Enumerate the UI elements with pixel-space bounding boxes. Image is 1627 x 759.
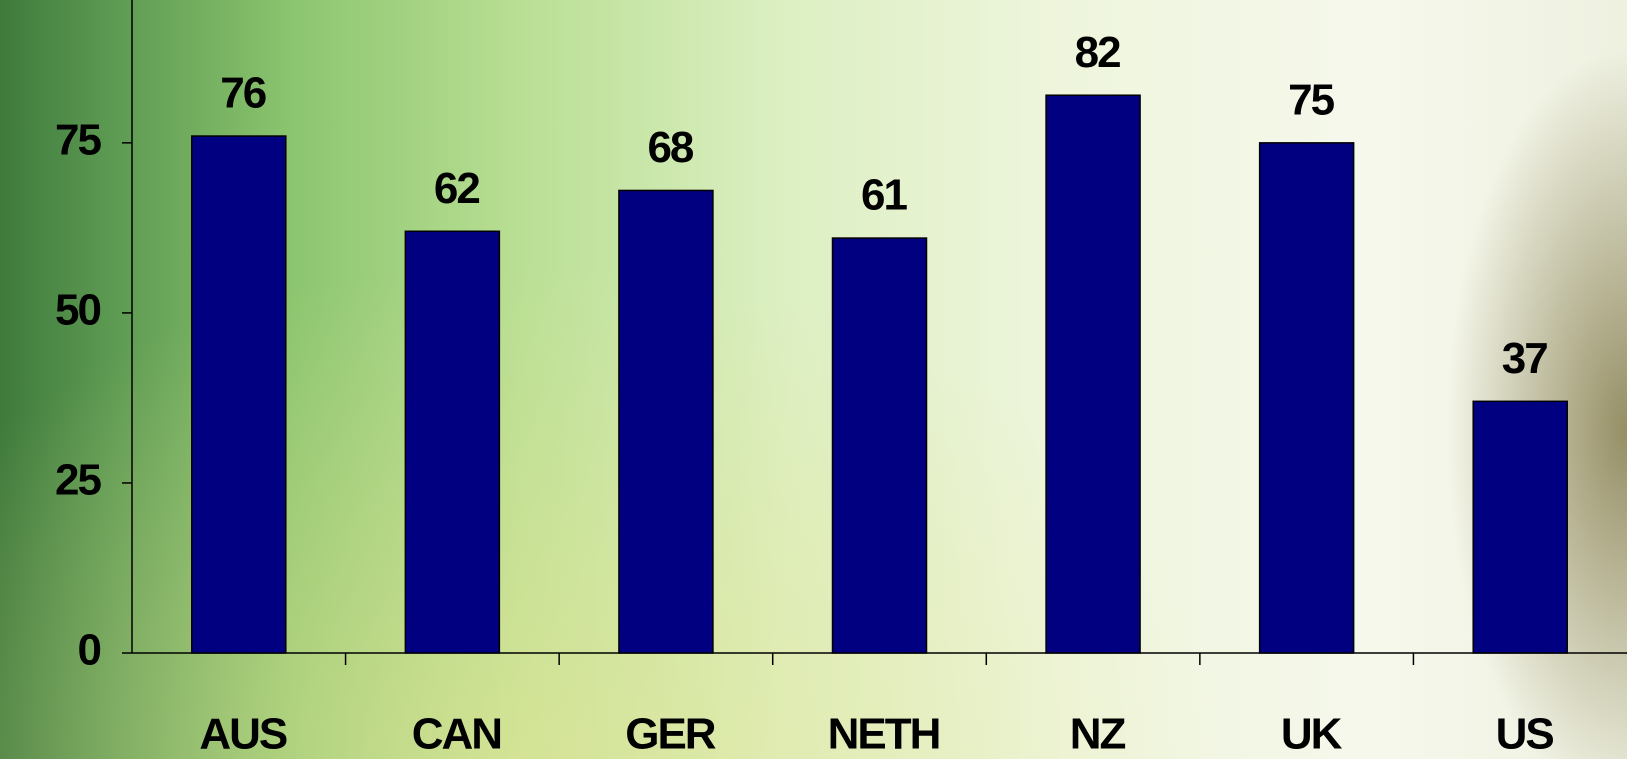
- y-tick-label: 50: [55, 286, 100, 335]
- value-label: 75: [1288, 75, 1334, 124]
- bar: [1045, 94, 1141, 654]
- bar: [618, 189, 714, 654]
- bar: [404, 230, 501, 654]
- value-label: 76: [220, 69, 265, 118]
- x-tick-label: NETH: [828, 710, 940, 759]
- value-label: 61: [861, 171, 907, 220]
- y-tick-label: 25: [55, 456, 101, 505]
- value-label: 62: [434, 164, 479, 213]
- bar: [831, 237, 928, 654]
- x-tick-label: UK: [1281, 710, 1343, 759]
- value-label: 37: [1502, 334, 1547, 383]
- bar: [1258, 142, 1355, 654]
- y-tick-label: 0: [78, 626, 101, 675]
- x-tick-label: NZ: [1070, 710, 1126, 759]
- x-tick-label: AUS: [199, 710, 287, 759]
- x-tick-label: US: [1496, 710, 1554, 759]
- x-tick-label: CAN: [412, 710, 501, 759]
- value-label: 68: [647, 123, 693, 172]
- x-tick-label: GER: [625, 710, 716, 759]
- y-tick-label: 75: [55, 115, 101, 164]
- bar: [1472, 400, 1568, 654]
- bar: [191, 135, 287, 654]
- value-label: 82: [1075, 28, 1120, 77]
